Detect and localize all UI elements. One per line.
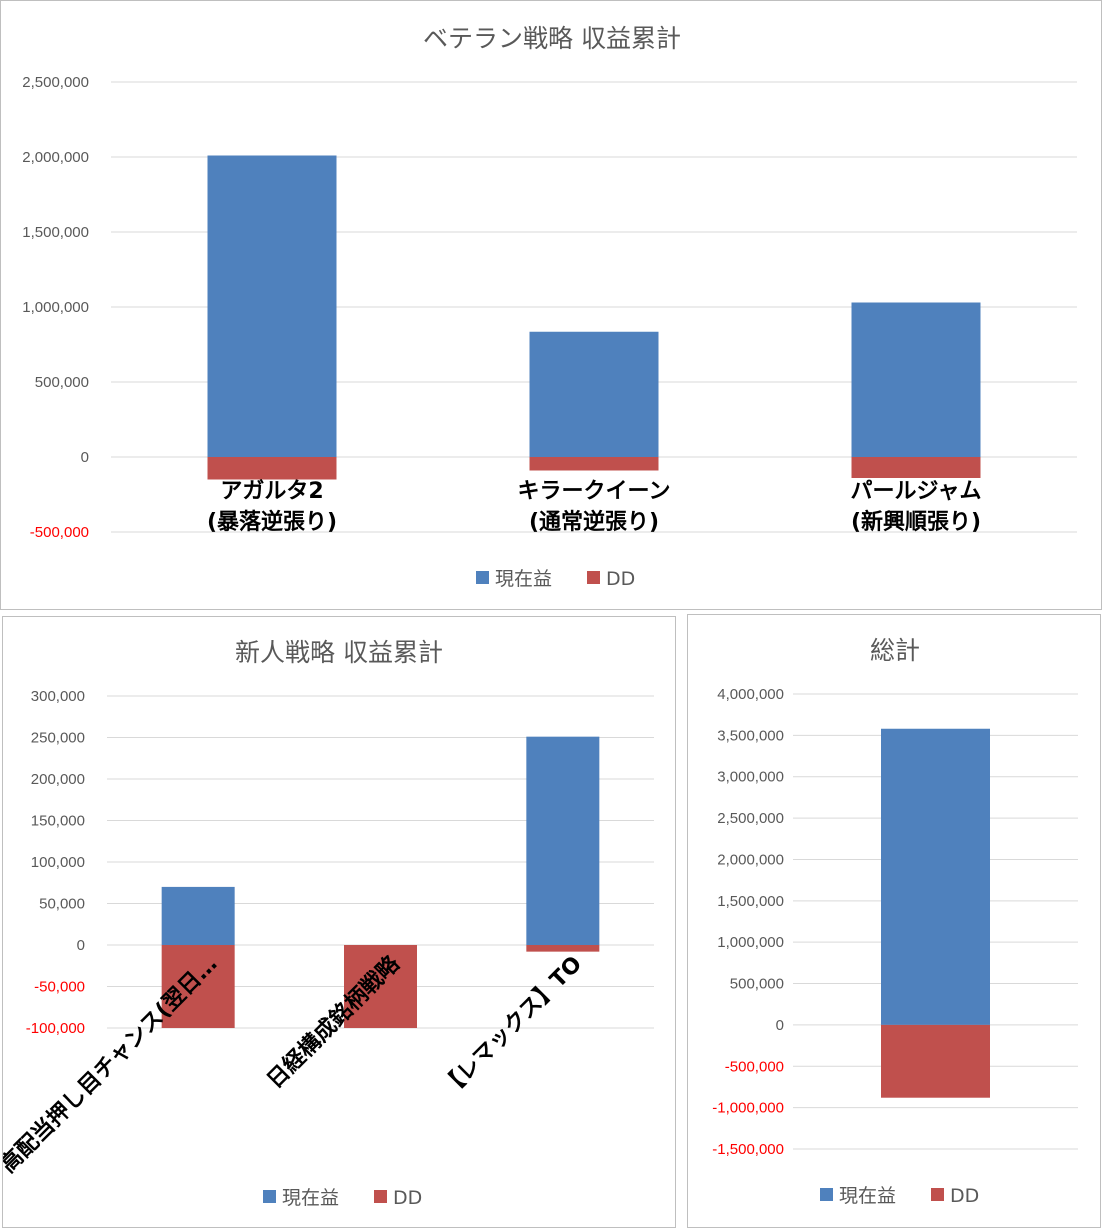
bar-current-profit: [161, 886, 235, 945]
category-label: パールジャム: [851, 479, 982, 504]
newcomer-strategy-chart-panel: 新人戦略 収益累計 -100,000 -50,000 0 50,000 100,000 15…: [2, 616, 676, 1228]
bar-dd: [161, 945, 235, 1028]
y-tick-label: 50,000: [39, 896, 85, 913]
bar-dd: [526, 945, 600, 952]
total-chart-panel: 総計 -1,500,000 -1,000,000 -500,000 0 500,000 1,…: [687, 614, 1101, 1228]
y-tick-label: 4,000,000: [717, 686, 784, 703]
y-tick-label: 100,000: [31, 854, 85, 871]
y-tick-label: 200,000: [31, 771, 85, 788]
category-label: キラークイーン: [518, 479, 671, 504]
y-tick-label: 500,000: [35, 374, 89, 391]
y-tick-label: 0: [77, 937, 85, 954]
legend-swatch-current-profit: [476, 571, 489, 584]
category-label: アガルタ2: [220, 479, 323, 504]
y-tick-label: 2,500,000: [717, 810, 784, 827]
legend-label-current-profit: 現在益: [495, 568, 552, 590]
bar-current-profit: [526, 736, 600, 945]
legend-label-current-profit: 現在益: [282, 1187, 339, 1209]
bar-dd: [851, 457, 981, 478]
y-tick-label: 300,000: [31, 688, 85, 705]
newcomer-strategy-chart: 新人戦略 収益累計 -100,000 -50,000 0 50,000 100,000 15…: [3, 638, 654, 1209]
bar-current-profit: [851, 302, 981, 457]
legend-label-dd: DD: [393, 1187, 422, 1209]
bar-dd: [529, 457, 659, 471]
y-tick-label: 2,000,000: [717, 851, 784, 868]
y-tick-label: -100,000: [26, 1020, 85, 1037]
legend-label-dd: DD: [606, 568, 635, 590]
category-label: 【レマックス】TO: [437, 952, 587, 1102]
y-tick-label: -500,000: [30, 524, 89, 541]
y-tick-label: 1,000,000: [22, 299, 89, 316]
chart-title: 新人戦略 収益累計: [235, 638, 443, 667]
category-label: (通常逆張り): [529, 509, 659, 535]
legend-swatch-dd: [374, 1190, 387, 1203]
total-chart: 総計 -1,500,000 -1,000,000 -500,000 0 500,000 1,…: [712, 636, 1078, 1207]
y-tick-label: 3,000,000: [717, 769, 784, 786]
veteran-strategy-chart-panel: ベテラン戦略 収益累計 -500,000 0 500,000 1,000,000 1,50…: [0, 0, 1102, 610]
y-tick-label: 0: [81, 449, 89, 466]
y-tick-label: 500,000: [730, 976, 784, 993]
chart-title: ベテラン戦略 収益累計: [423, 24, 681, 53]
y-tick-label: 1,500,000: [717, 893, 784, 910]
y-tick-label: 150,000: [31, 813, 85, 830]
legend-swatch-dd: [587, 571, 600, 584]
bar-dd: [344, 945, 417, 1028]
y-tick-label: 2,000,000: [22, 149, 89, 166]
legend-swatch-dd: [931, 1188, 944, 1201]
y-tick-label: -500,000: [725, 1058, 784, 1075]
legend-label-dd: DD: [950, 1185, 979, 1207]
bar-dd: [207, 457, 337, 480]
category-label: (暴落逆張り): [207, 509, 337, 535]
bar-current-profit: [529, 331, 659, 457]
chart-title: 総計: [870, 636, 920, 665]
y-tick-label: 1,000,000: [717, 934, 784, 951]
legend-swatch-current-profit: [820, 1188, 833, 1201]
y-tick-label: 1,500,000: [22, 224, 89, 241]
y-tick-label: 3,500,000: [717, 727, 784, 744]
bar-current-profit: [881, 728, 990, 1025]
bar-current-profit: [207, 155, 337, 457]
y-tick-label: -50,000: [34, 979, 85, 996]
legend-label-current-profit: 現在益: [839, 1185, 896, 1207]
veteran-strategy-chart: ベテラン戦略 収益累計 -500,000 0 500,000 1,000,000 1,50…: [22, 24, 1077, 590]
bar-dd: [881, 1024, 990, 1098]
y-tick-label: -1,000,000: [712, 1100, 784, 1117]
y-tick-label: 250,000: [31, 730, 85, 747]
legend-swatch-current-profit: [263, 1190, 276, 1203]
y-tick-label: -1,500,000: [712, 1141, 784, 1158]
y-tick-label: 0: [776, 1017, 784, 1034]
category-label: (新興順張り): [851, 509, 981, 535]
y-tick-label: 2,500,000: [22, 74, 89, 91]
